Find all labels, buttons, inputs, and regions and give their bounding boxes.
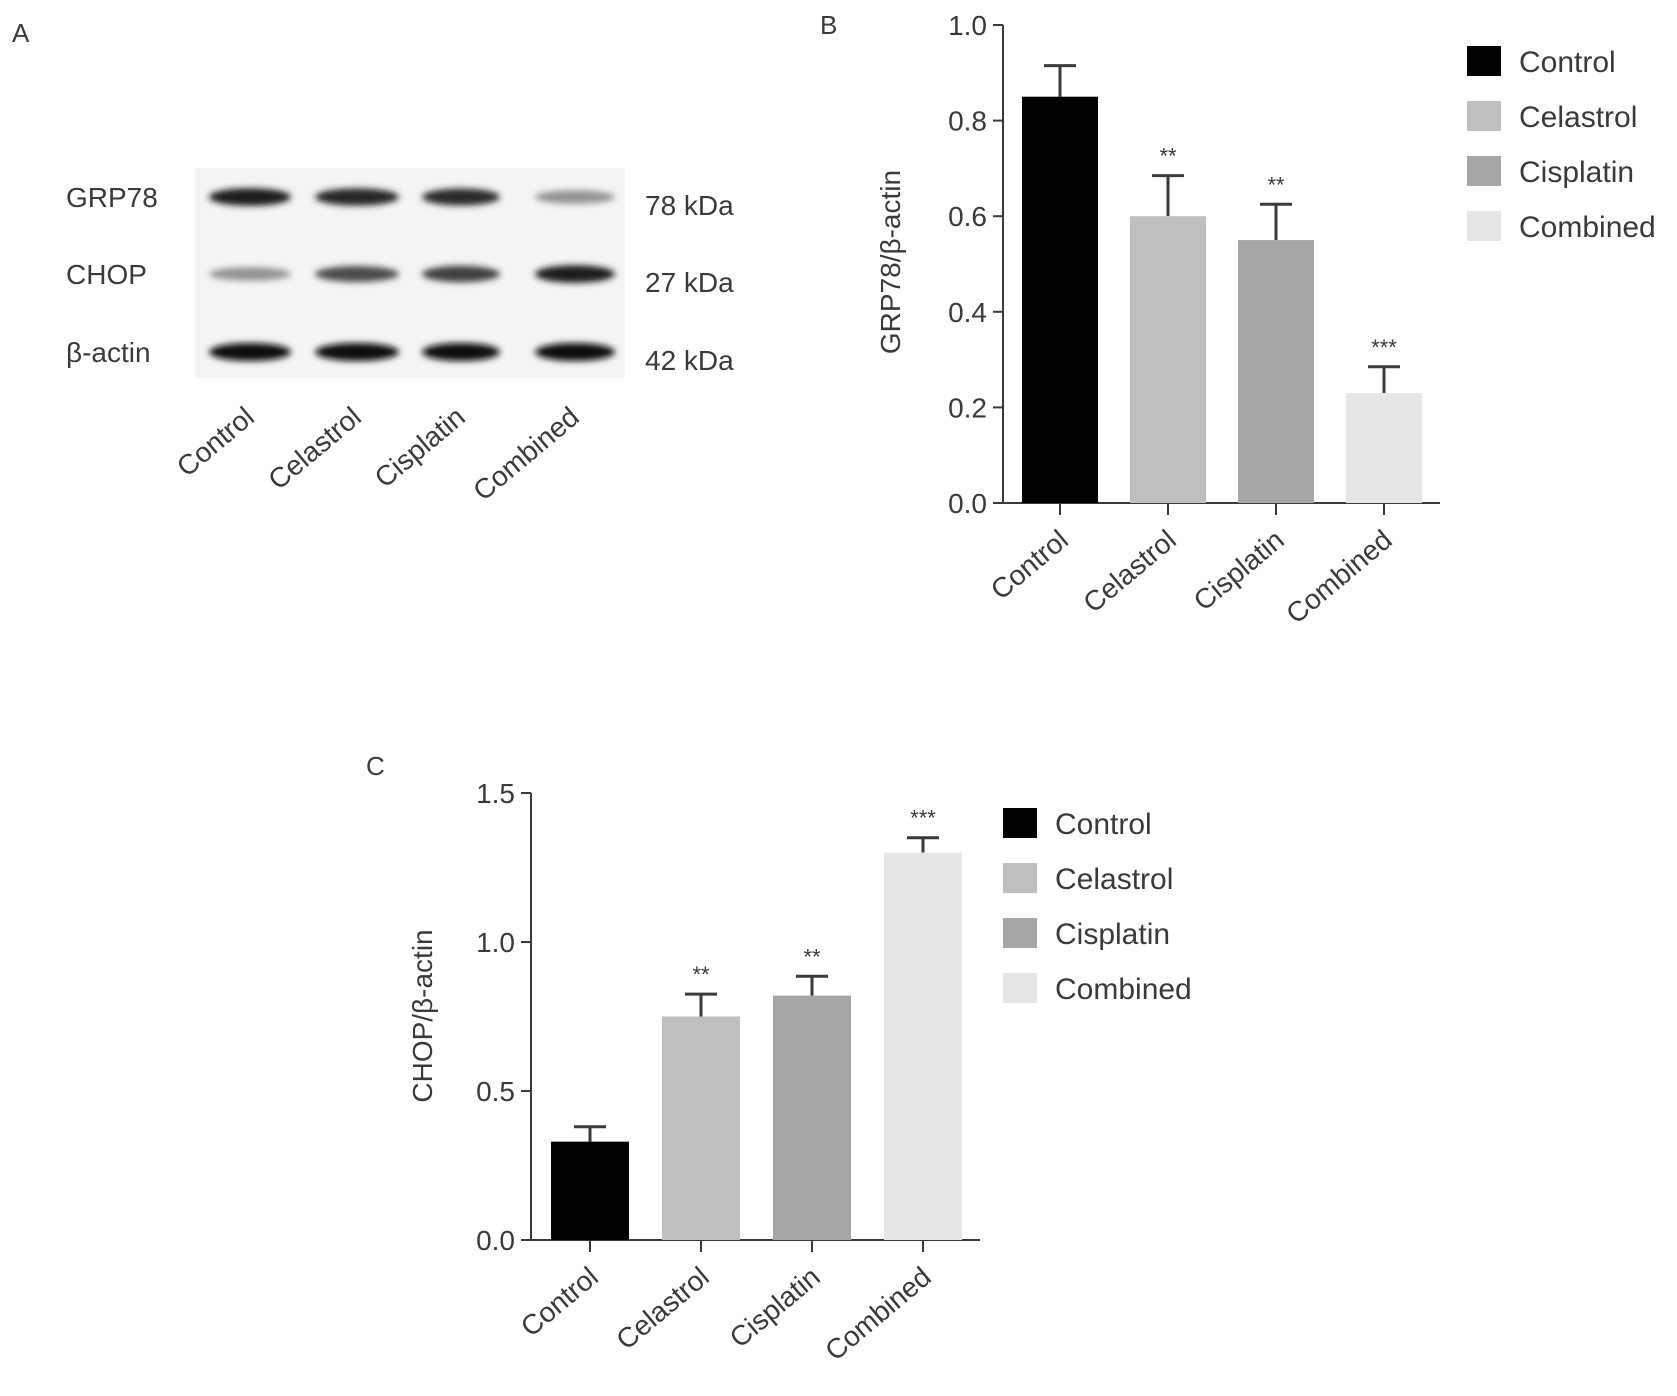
panel-label-a: A — [12, 18, 30, 48]
bar — [884, 852, 962, 1240]
blot-protein-label: CHOP — [66, 259, 147, 290]
blot-protein-label: β-actin — [66, 337, 151, 368]
legend-label: Celastrol — [1055, 863, 1173, 896]
western-blot: GRP78 78 kDa CHOP 27 kDa β-actin 42 kDa Contro… — [66, 168, 734, 507]
significance-label: ** — [1267, 172, 1285, 197]
x-tick-label: Celastrol — [610, 1261, 715, 1356]
legend-swatch — [1003, 808, 1037, 838]
bar — [1022, 96, 1098, 503]
y-tick-label: 1.0 — [476, 927, 515, 958]
blot-band — [315, 188, 399, 206]
blot-band — [209, 343, 291, 361]
blot-size-label: 78 kDa — [645, 190, 734, 221]
blot-band — [535, 265, 615, 283]
blot-band — [535, 343, 615, 361]
legend-swatch — [1003, 973, 1037, 1003]
significance-label: *** — [1371, 335, 1397, 360]
significance-label: ** — [692, 962, 710, 987]
legend-swatch — [1467, 156, 1501, 186]
blot-size-label: 42 kDa — [645, 345, 734, 376]
y-tick-label: 0.5 — [476, 1076, 515, 1107]
legend-swatch — [1003, 863, 1037, 893]
blot-lane-label: Combined — [467, 401, 585, 507]
x-tick-label: Celastrol — [1077, 524, 1182, 619]
blot-band — [315, 266, 399, 282]
blot-band — [535, 190, 615, 204]
legend-label: Combined — [1519, 211, 1656, 244]
y-tick-label: 1.0 — [948, 10, 987, 41]
bar — [551, 1141, 629, 1240]
legend-label: Control — [1055, 808, 1152, 841]
bar — [1130, 216, 1206, 503]
y-axis-label: CHOP/β-actin — [407, 929, 438, 1102]
blot-band — [422, 265, 500, 283]
blot-lane-label: Control — [171, 401, 260, 483]
y-tick-label: 0.8 — [948, 106, 987, 137]
blot-band — [209, 267, 291, 281]
y-tick-label: 0.0 — [476, 1225, 515, 1256]
legend-label: Combined — [1055, 973, 1192, 1006]
bar — [773, 995, 851, 1240]
x-tick-label: Cisplatin — [1188, 524, 1290, 617]
y-tick-label: 0.0 — [948, 488, 987, 519]
legend-label: Cisplatin — [1519, 156, 1634, 189]
legend-swatch — [1467, 101, 1501, 131]
legend-swatch — [1467, 211, 1501, 241]
chart-grp78: 0.0 0.2 0.4 0.6 0.8 1.0 GRP78/β-actin Control **… — [875, 10, 1656, 630]
x-tick-label: Combined — [1280, 524, 1398, 630]
significance-label: ** — [803, 944, 821, 969]
legend-swatch — [1467, 46, 1501, 76]
legend-label: Cisplatin — [1055, 918, 1170, 951]
panel-label-b: B — [820, 10, 837, 40]
blot-size-label: 27 kDa — [645, 267, 734, 298]
blot-band — [315, 343, 399, 361]
blot-lane-label: Celastrol — [262, 401, 367, 496]
y-tick-label: 0.2 — [948, 392, 987, 423]
blot-band — [422, 343, 500, 361]
y-tick-label: 0.4 — [948, 297, 987, 328]
blot-lane-label: Cisplatin — [369, 401, 471, 494]
x-tick-label: Combined — [819, 1261, 937, 1367]
y-axis-label: GRP78/β-actin — [875, 170, 906, 354]
x-tick-label: Cisplatin — [724, 1261, 826, 1354]
significance-label: ** — [1159, 144, 1177, 169]
x-tick-label: Control — [515, 1261, 604, 1343]
panel-label-c: C — [366, 751, 385, 781]
significance-label: *** — [910, 806, 936, 831]
bar — [1238, 240, 1314, 503]
blot-band — [422, 188, 500, 206]
y-tick-label: 1.5 — [476, 778, 515, 809]
x-tick-label: Control — [985, 524, 1074, 606]
legend-label: Control — [1519, 46, 1616, 79]
chart-chop: 0.0 0.5 1.0 1.5 CHOP/β-actin Control ** Celastr… — [407, 778, 1192, 1367]
blot-protein-label: GRP78 — [66, 182, 158, 213]
blot-band — [209, 188, 291, 206]
bar — [662, 1016, 740, 1240]
blot-bands — [209, 188, 615, 361]
bar — [1346, 393, 1422, 503]
legend-label: Celastrol — [1519, 101, 1637, 134]
y-tick-label: 0.6 — [948, 201, 987, 232]
legend-swatch — [1003, 918, 1037, 948]
